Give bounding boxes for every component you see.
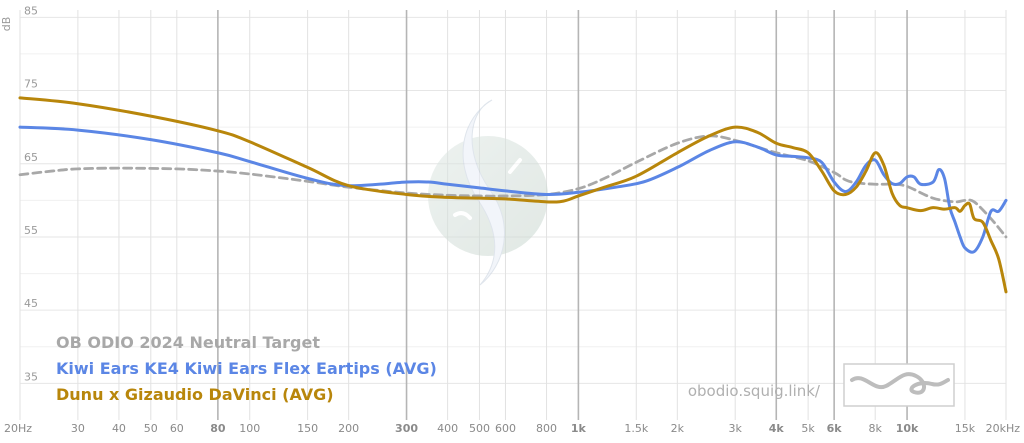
squiglink-wave-icon: [843, 363, 955, 407]
x-tick-label-20: 6k: [827, 422, 843, 435]
x-tick-label-9: 300: [395, 422, 418, 435]
legend: OB ODIO 2024 Neutral Target Kiwi Ears KE4…: [56, 333, 437, 404]
x-tick-label-4: 60: [170, 422, 184, 435]
x-tick-label-1: 30: [71, 422, 85, 435]
x-tick-label-23: 15k: [955, 422, 976, 435]
legend-entry-0: OB ODIO 2024 Neutral Target: [56, 333, 320, 352]
x-tick-label-24: 20kHz: [986, 422, 1021, 435]
x-tick-label-15: 1.5k: [624, 422, 648, 435]
legend-entry-1: Kiwi Ears KE4 Kiwi Ears Flex Eartips (AV…: [56, 359, 437, 378]
x-tick-label-11: 500: [469, 422, 490, 435]
y-tick-label-0: 35: [24, 370, 38, 383]
x-tick-label-21: 8k: [869, 422, 883, 435]
y-tick-label-5: 85: [24, 4, 38, 17]
x-tick-label-0: 20Hz: [4, 422, 32, 435]
series-line-1: [18, 125, 1008, 254]
y-tick-label-2: 55: [24, 224, 38, 237]
x-tick-label-14: 1k: [571, 422, 587, 435]
grid-y: [20, 16, 1006, 384]
x-tick-label-13: 800: [536, 422, 557, 435]
series-line-0: [18, 134, 1008, 239]
x-tick-label-8: 200: [338, 422, 359, 435]
x-tick-label-19: 5k: [801, 422, 815, 435]
legend-entry-2: Dunu x Gizaudio DaVinci (AVG): [56, 385, 334, 404]
x-tick-label-3: 50: [144, 422, 158, 435]
x-tick-label-17: 3k: [729, 422, 743, 435]
x-tick-label-10: 400: [437, 422, 458, 435]
y-axis-labels: 35 45 55 65 75 85: [24, 4, 38, 383]
y-tick-label-4: 75: [24, 78, 38, 91]
x-tick-label-12: 600: [495, 422, 516, 435]
x-axis-labels: 20Hz 30 40 50 60 80 100 150 200 300 400 500 600 800 1k…: [4, 422, 1020, 435]
watermark-url: obodio.squig.link/: [688, 382, 821, 400]
x-tick-label-6: 100: [239, 422, 260, 435]
x-tick-label-22: 10k: [896, 422, 919, 435]
y-tick-label-1: 45: [24, 297, 38, 310]
x-tick-label-7: 150: [297, 422, 318, 435]
series-line-2: [18, 96, 1008, 294]
x-tick-label-16: 2k: [671, 422, 685, 435]
x-tick-label-18: 4k: [769, 422, 785, 435]
x-tick-label-2: 40: [112, 422, 126, 435]
y-axis-title: dB: [0, 17, 13, 32]
x-tick-label-5: 80: [210, 422, 226, 435]
series-layer: [18, 96, 1008, 294]
y-tick-label-3: 65: [24, 151, 38, 164]
